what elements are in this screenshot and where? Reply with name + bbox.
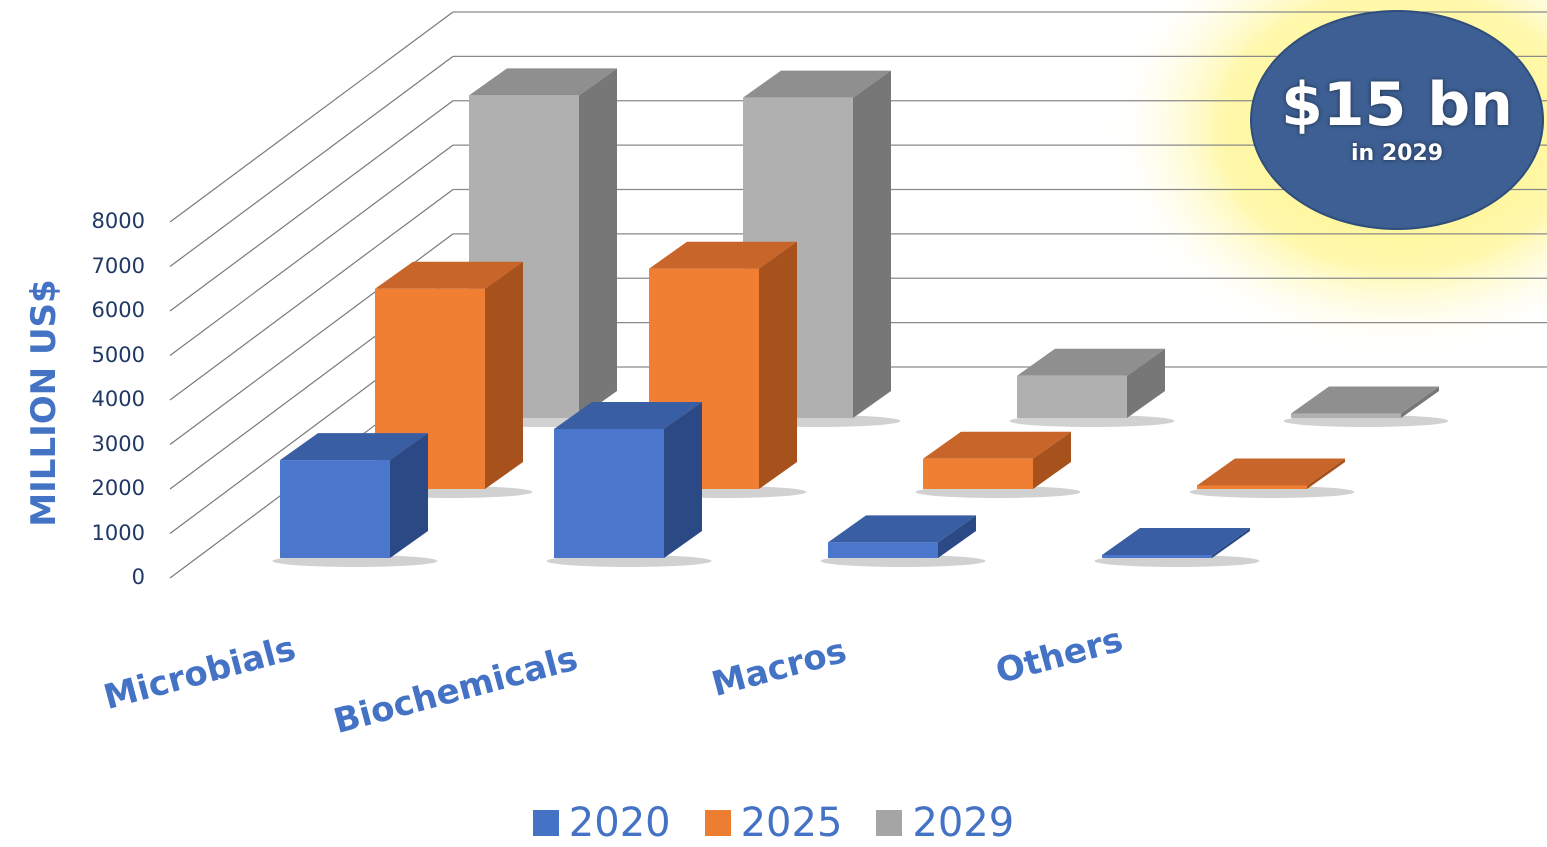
y-tick-label: 6000 [91,298,145,322]
bar-side [853,70,891,418]
bar-2029-others [1283,386,1449,427]
bar-front [280,460,390,558]
y-tick-label: 8000 [91,209,145,233]
bar-2020-microbials [272,433,438,567]
legend-swatch-2029 [876,810,903,836]
bar-front [1017,375,1127,418]
y-tick-label: 4000 [91,387,145,411]
bar-side [938,515,976,558]
bar-side [1212,528,1250,558]
bar-top [923,431,1071,459]
bar-side [1127,348,1165,418]
bar-side [1307,458,1345,489]
bar-top [828,515,976,543]
bar-top [743,70,891,98]
legend-item-2029: 2029 [876,800,1014,846]
bar-2029-macros [1009,348,1175,427]
legend-label-2029: 2029 [912,800,1015,846]
y-tick-label: 5000 [91,342,145,367]
bar-top [554,401,702,429]
bar-2020-macros [820,515,986,567]
bar-side [485,261,523,489]
bar-top [1017,348,1165,376]
bar-side [579,68,617,418]
y-axis-label: MILLION US$ [24,279,64,527]
gridline-side [169,55,454,267]
legend-swatch-2025 [704,810,731,836]
bar-2020-biochemicals [546,401,712,567]
bar-2029-microbials [461,68,627,427]
bar-front [1102,555,1212,558]
legend-label-2025: 2025 [740,800,843,846]
bar-top [649,241,797,269]
callout-headline: $15 bn [1281,69,1513,140]
bar-top [1291,386,1439,414]
bar-2025-biochemicals [641,241,807,498]
bar-front [1197,485,1307,489]
y-tick-label: 1000 [91,520,145,545]
bars [272,68,1449,567]
bar-front [1291,413,1401,418]
bar-2025-macros [915,431,1081,498]
legend-swatch-2020 [532,810,559,836]
bar-side [759,241,797,489]
gridline-side [169,189,454,401]
bar-side [390,433,428,558]
legend: 2020 2025 2029 [0,800,1547,846]
bar-front [554,428,664,558]
bar-top [469,68,617,96]
bar-2020-others [1094,528,1260,567]
bar-top [1102,528,1250,555]
y-tick-label: 0 [131,565,145,589]
bar-front [923,458,1033,489]
bar-top [280,433,428,461]
gridline-side [169,144,454,356]
legend-item-2025: 2025 [704,800,843,846]
callout-subline: in 2029 [1350,140,1444,166]
y-tick-label: 3000 [91,431,145,456]
bar-side [1401,386,1439,418]
callout-badge: $15 bn in 2029 [1250,10,1544,230]
bar-2025-others [1189,458,1355,498]
gridline-side [169,100,454,312]
bar-top [375,261,523,289]
bar-top [1197,458,1345,486]
legend-label-2020: 2020 [568,800,671,846]
bar-side [1033,431,1071,489]
y-tick-label: 7000 [91,253,145,278]
legend-item-2020: 2020 [532,800,671,846]
bar-front [828,542,938,558]
bar-side [664,401,702,558]
y-tick-label: 2000 [91,476,145,500]
gridline-side [169,11,454,223]
